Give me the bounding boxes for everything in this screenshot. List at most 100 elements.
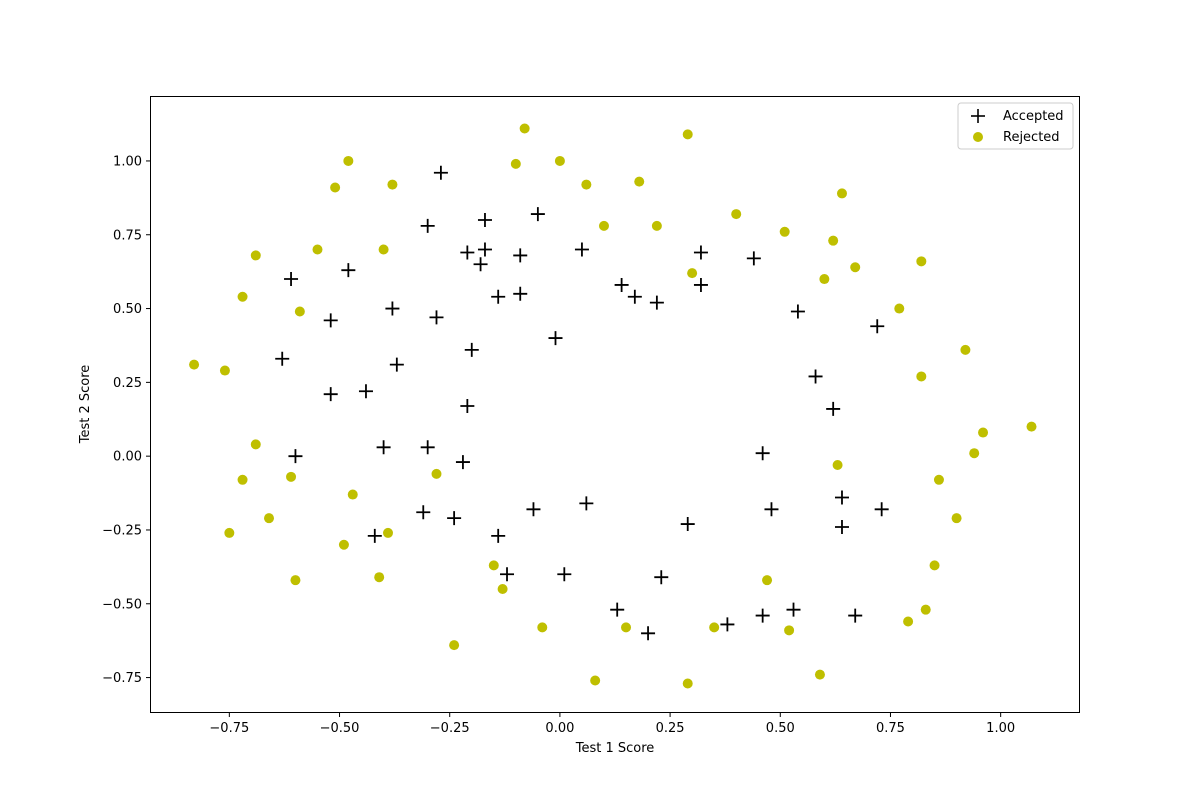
accepted-point bbox=[680, 517, 695, 532]
rejected-point bbox=[519, 123, 530, 134]
rejected-point bbox=[951, 513, 962, 524]
accepted-point bbox=[874, 502, 889, 517]
accepted-point bbox=[610, 602, 625, 617]
rejected-point bbox=[290, 575, 301, 586]
accepted-point bbox=[473, 257, 488, 272]
legend-item-rejected: Rejected bbox=[973, 130, 1060, 145]
rejected-point bbox=[378, 244, 389, 255]
x-tick-label: −0.25 bbox=[430, 721, 470, 736]
accepted-point bbox=[275, 351, 290, 366]
accepted-point bbox=[433, 165, 448, 180]
x-tick-label: 0.00 bbox=[545, 721, 574, 736]
accepted-point bbox=[389, 357, 404, 372]
accepted-point bbox=[460, 245, 475, 260]
accepted-point bbox=[808, 369, 823, 384]
accepted-point bbox=[513, 248, 528, 263]
rejected-point bbox=[387, 179, 398, 190]
rejected-point bbox=[850, 262, 861, 273]
rejected-point bbox=[731, 209, 742, 220]
rejected-point bbox=[621, 622, 632, 633]
accepted-point bbox=[627, 289, 642, 304]
rejected-point bbox=[330, 182, 341, 193]
y-tick-label: 0.25 bbox=[113, 376, 142, 391]
rejected-point bbox=[832, 460, 843, 471]
rejected-point bbox=[449, 640, 460, 651]
x-tick-label: 0.50 bbox=[766, 721, 795, 736]
accepted-point bbox=[464, 342, 479, 357]
rejected-point bbox=[250, 439, 261, 450]
rejected-point bbox=[224, 527, 235, 538]
accepted-point bbox=[790, 304, 805, 319]
accepted-point bbox=[764, 502, 779, 517]
rejected-point bbox=[554, 155, 565, 166]
rejected-point bbox=[682, 678, 693, 689]
rejected-point bbox=[916, 256, 927, 267]
y-tick-label: −0.50 bbox=[102, 597, 142, 612]
accepted-point bbox=[720, 617, 735, 632]
accepted-point bbox=[455, 455, 470, 470]
legend-circle-marker-icon bbox=[973, 132, 983, 142]
rejected-point bbox=[894, 303, 905, 314]
x-tick-label: 1.00 bbox=[986, 721, 1015, 736]
accepted-point bbox=[367, 528, 382, 543]
accepted-point bbox=[693, 245, 708, 260]
accepted-point bbox=[323, 313, 338, 328]
plot-area-frame bbox=[150, 96, 1080, 713]
accepted-point bbox=[848, 608, 863, 623]
rejected-point bbox=[1026, 421, 1037, 432]
axis-ticks-layer: −0.75 −0.50 −0.25 0.00 0.25 0.50 0.75 1.00 −0.75… bbox=[102, 154, 1015, 736]
accepted-point bbox=[288, 449, 303, 464]
rejected-point bbox=[264, 513, 275, 524]
accepted-point bbox=[654, 570, 669, 585]
accepted-point bbox=[447, 511, 462, 526]
legend-item-accepted: Accepted bbox=[971, 109, 1064, 124]
rejected-point bbox=[933, 474, 944, 485]
rejected-point bbox=[779, 226, 790, 237]
x-axis-label: Test 1 Score bbox=[575, 741, 655, 756]
rejected-point bbox=[682, 129, 693, 140]
accepted-point bbox=[491, 289, 506, 304]
y-axis-label: Test 2 Score bbox=[78, 365, 93, 445]
rejected-point bbox=[978, 427, 989, 438]
accepted-point bbox=[614, 277, 629, 292]
rejected-point bbox=[189, 359, 200, 370]
rejected-point bbox=[286, 471, 297, 482]
accepted-point bbox=[429, 310, 444, 325]
rejected-point bbox=[814, 669, 825, 680]
accepted-point bbox=[460, 398, 475, 413]
accepted-point bbox=[420, 440, 435, 455]
series-accepted bbox=[275, 165, 889, 641]
rejected-point bbox=[581, 179, 592, 190]
accepted-point bbox=[358, 384, 373, 399]
x-tick-label: 0.75 bbox=[876, 721, 905, 736]
rejected-point bbox=[920, 604, 931, 615]
rejected-point bbox=[828, 235, 839, 246]
accepted-point bbox=[323, 387, 338, 402]
x-tick-label: −0.50 bbox=[320, 721, 360, 736]
legend-label-rejected: Rejected bbox=[1003, 130, 1060, 145]
rejected-point bbox=[383, 527, 394, 538]
rejected-point bbox=[784, 625, 795, 636]
accepted-point bbox=[500, 567, 515, 582]
accepted-point bbox=[755, 446, 770, 461]
accepted-point bbox=[513, 286, 528, 301]
rejected-point bbox=[237, 474, 248, 485]
series-rejected bbox=[189, 123, 1037, 689]
rejected-point bbox=[634, 176, 645, 187]
rejected-point bbox=[969, 448, 980, 459]
rejected-point bbox=[762, 575, 773, 586]
accepted-point bbox=[649, 295, 664, 310]
rejected-point bbox=[598, 220, 609, 231]
rejected-point bbox=[929, 560, 940, 571]
y-tick-label: 0.50 bbox=[113, 302, 142, 317]
accepted-point bbox=[376, 440, 391, 455]
y-tick-label: −0.75 bbox=[102, 671, 142, 686]
data-points-layer bbox=[189, 123, 1037, 689]
rejected-point bbox=[836, 188, 847, 199]
rejected-point bbox=[687, 268, 698, 279]
accepted-point bbox=[826, 401, 841, 416]
accepted-point bbox=[416, 505, 431, 520]
y-tick-label: 1.00 bbox=[113, 154, 142, 169]
rejected-point bbox=[312, 244, 323, 255]
